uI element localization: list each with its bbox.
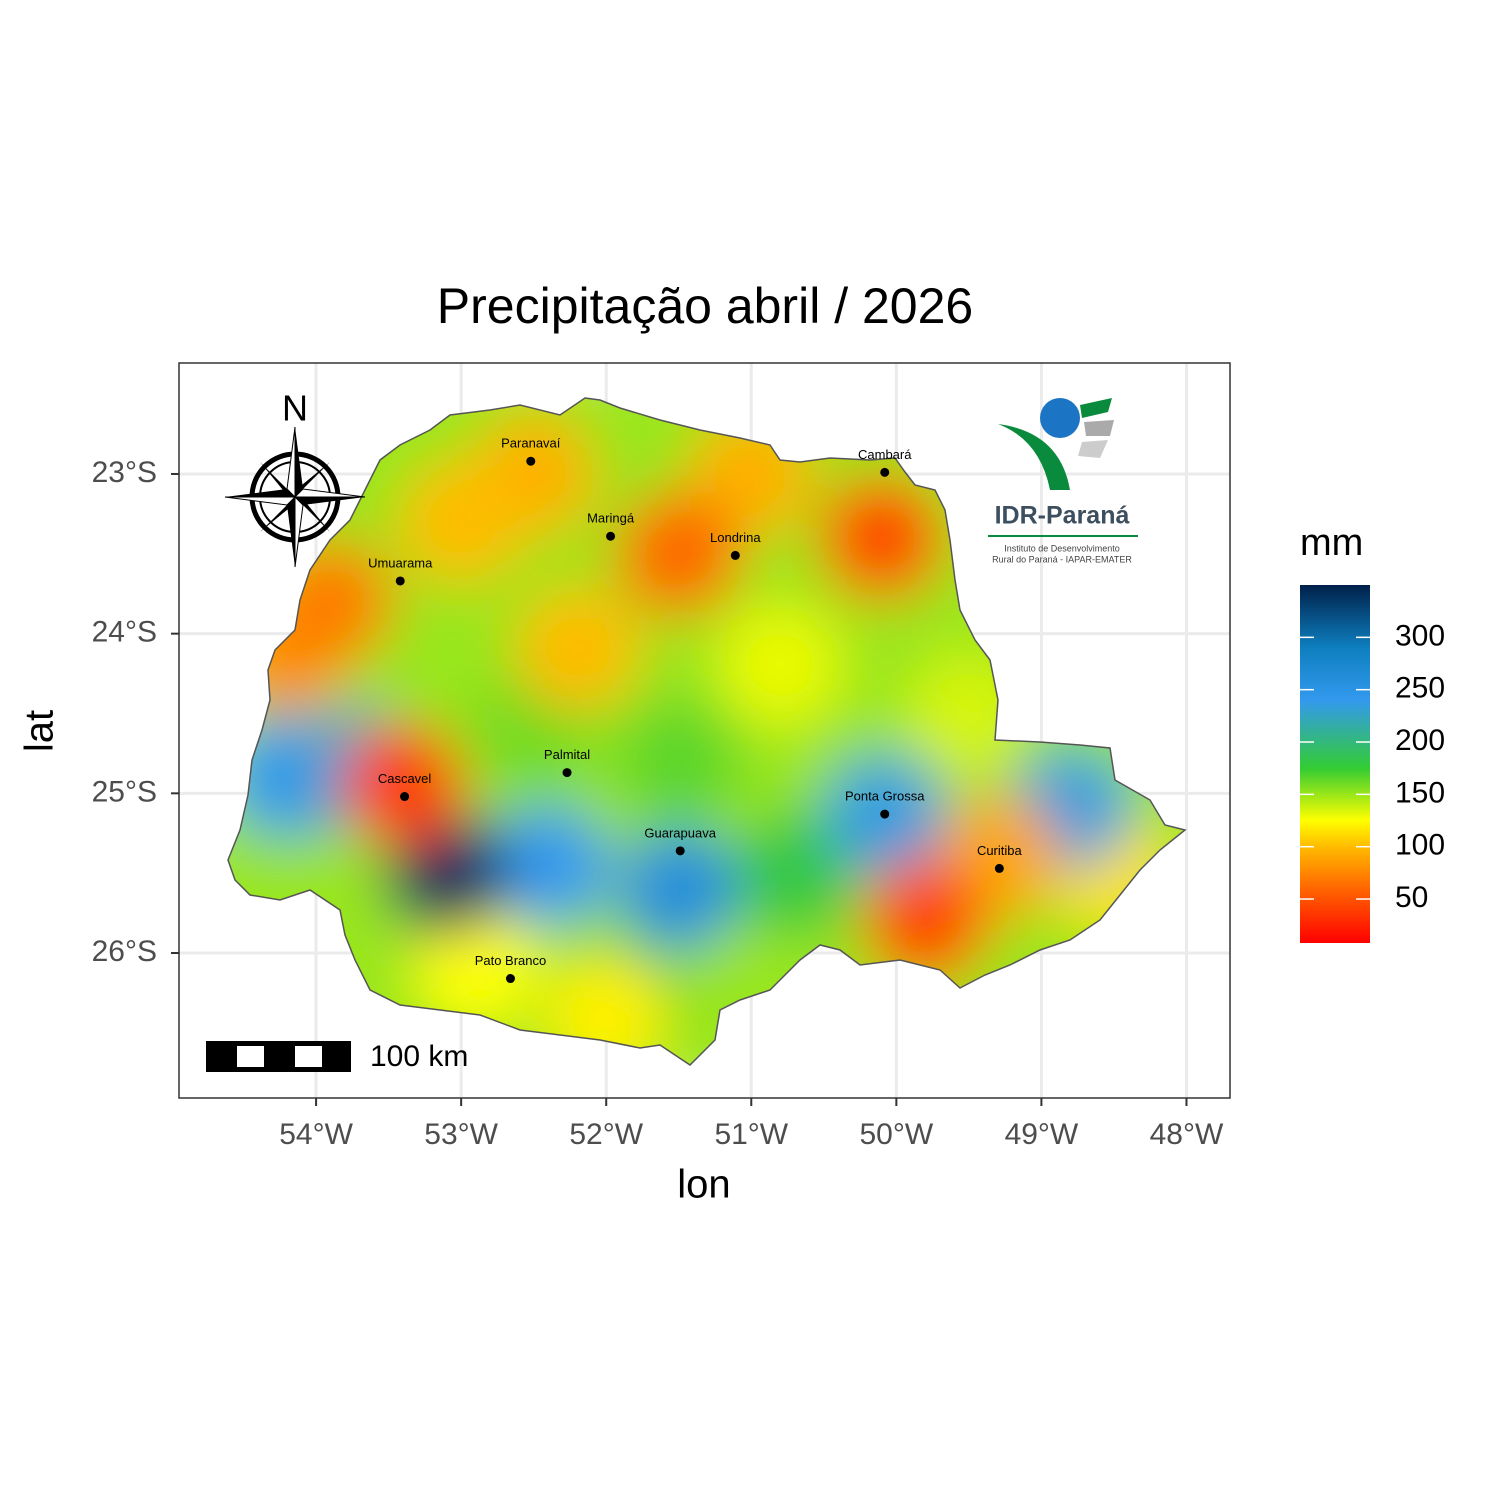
city-point xyxy=(562,768,572,778)
logo-line: Rural do Paraná - IAPAR-EMATER xyxy=(992,554,1132,564)
city-label: Paranavaí xyxy=(501,436,561,451)
x-tick-label: 51°W xyxy=(714,1118,788,1151)
logo-line: Instituto de Desenvolvimento xyxy=(1004,543,1120,553)
city-point xyxy=(526,456,536,466)
field-cell xyxy=(399,459,524,584)
city-label: Maringá xyxy=(587,511,635,526)
city-point xyxy=(505,974,515,984)
x-tick-label: 50°W xyxy=(860,1118,934,1151)
city-point xyxy=(880,467,890,477)
city-label: Curitiba xyxy=(977,843,1023,858)
field-cell xyxy=(616,699,741,824)
scalebar-label: 100 km xyxy=(370,1040,468,1073)
city-label: Guarapuava xyxy=(644,825,716,840)
colorbar-label: 100 xyxy=(1395,829,1445,862)
x-tick-label: 54°W xyxy=(279,1118,353,1151)
field-cell xyxy=(863,859,988,984)
logo-title: IDR-Paraná xyxy=(995,502,1130,530)
city-label: Londrina xyxy=(710,530,761,545)
colorbar-label: 250 xyxy=(1395,672,1445,705)
colorbar-label: 50 xyxy=(1395,881,1428,914)
field-cell xyxy=(486,803,611,928)
city-label: Ponta Grossa xyxy=(845,789,925,804)
cities: Paranavaí Cambará Maringá Londrina Umuarama P… xyxy=(368,436,1023,984)
field-cell xyxy=(718,603,843,728)
city-label: Palmital xyxy=(544,747,590,762)
x-tick-label: 53°W xyxy=(424,1118,498,1151)
north-label: N xyxy=(282,388,308,429)
city-label: Umuarama xyxy=(368,555,433,570)
y-tick-label: 24°S xyxy=(92,616,157,649)
city-point xyxy=(880,809,890,819)
legend-title: mm xyxy=(1300,522,1363,564)
field-cell xyxy=(341,723,466,848)
x-axis-label: lon xyxy=(677,1163,730,1207)
field-cell xyxy=(819,475,944,600)
field-cell xyxy=(616,491,741,616)
legend: mm 50 100 150 200 250 300 xyxy=(1300,522,1445,943)
colorbar-label: 300 xyxy=(1395,619,1445,652)
scale-bar: 100 km xyxy=(206,1040,468,1073)
x-tick-label: 48°W xyxy=(1150,1118,1224,1151)
city-point xyxy=(400,792,410,802)
field-cell xyxy=(413,906,538,1031)
y-tick-label: 26°S xyxy=(92,935,157,968)
colorbar xyxy=(1300,585,1370,943)
compass: N xyxy=(224,388,366,568)
city-label: Pato Branco xyxy=(475,953,547,968)
logo: IDR-Paraná Instituto de Desenvolvimento … xyxy=(988,398,1138,564)
field-cell xyxy=(515,587,640,712)
city-label: Cascavel xyxy=(378,771,432,786)
field-cell xyxy=(616,827,741,952)
field-cell xyxy=(732,811,857,936)
x-tick-label: 52°W xyxy=(569,1118,643,1151)
colorbar-label: 150 xyxy=(1395,776,1445,809)
city-point xyxy=(395,576,405,586)
city-point xyxy=(994,863,1004,873)
y-axis-label: lat xyxy=(18,710,62,752)
panel-border xyxy=(178,362,1231,1099)
city-point xyxy=(606,531,616,541)
city-point xyxy=(675,846,685,856)
city-point xyxy=(730,550,740,560)
y-tick-label: 23°S xyxy=(92,456,157,489)
x-tick-label: 49°W xyxy=(1005,1118,1079,1151)
chart-title: Precipitação abril / 2026 xyxy=(437,278,973,334)
colorbar-label: 200 xyxy=(1395,724,1445,757)
city-label: Cambará xyxy=(858,447,912,462)
y-tick-label: 25°S xyxy=(92,775,157,808)
